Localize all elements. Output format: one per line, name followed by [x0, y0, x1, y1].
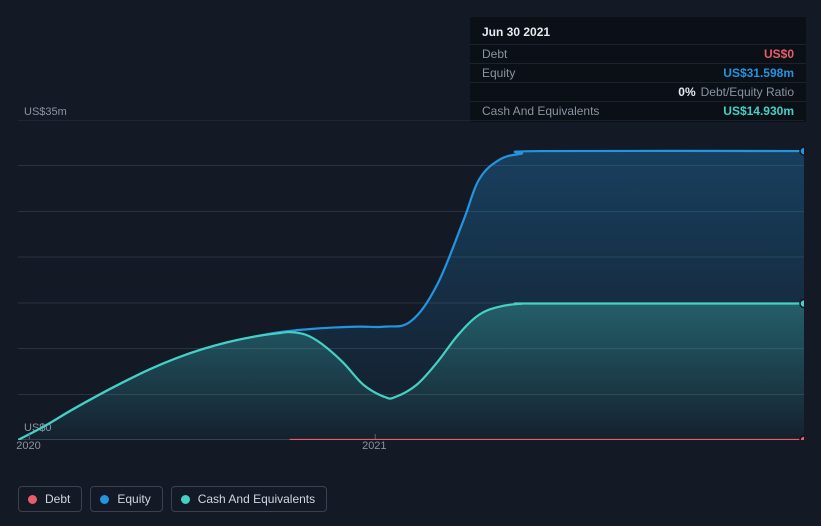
- tooltip-row-ratio: 0% Debt/Equity Ratio: [470, 82, 806, 101]
- cash-swatch-icon: [181, 495, 190, 504]
- legend-label: Debt: [45, 492, 70, 506]
- equity-swatch-icon: [100, 495, 109, 504]
- tooltip-key: Cash And Equivalents: [482, 104, 599, 118]
- legend-item-equity[interactable]: Equity: [90, 486, 162, 512]
- tooltip-ratio-label: Debt/Equity Ratio: [701, 85, 794, 99]
- tooltip-row-cash: Cash And Equivalents US$14.930m: [470, 101, 806, 120]
- legend-label: Equity: [117, 492, 150, 506]
- tooltip-val: US$0: [764, 47, 794, 61]
- x-axis-tick: 2020: [16, 440, 40, 452]
- legend-label: Cash And Equivalents: [198, 492, 315, 506]
- y-axis-top-label: US$35m: [24, 106, 67, 118]
- debt-swatch-icon: [28, 495, 37, 504]
- chart-area: US$35m US$0 20202021: [18, 120, 804, 460]
- tooltip-row-debt: Debt US$0: [470, 44, 806, 63]
- tooltip-date: Jun 30 2021: [470, 23, 806, 44]
- tooltip-key: Equity: [482, 66, 515, 80]
- legend: Debt Equity Cash And Equivalents: [18, 486, 327, 512]
- x-axis-tick: 2021: [362, 440, 386, 452]
- chart-svg[interactable]: [18, 120, 804, 440]
- tooltip-panel: Jun 30 2021 Debt US$0 Equity US$31.598m …: [470, 17, 806, 122]
- tooltip-row-equity: Equity US$31.598m: [470, 63, 806, 82]
- legend-item-debt[interactable]: Debt: [18, 486, 82, 512]
- tooltip-val: US$31.598m: [723, 66, 794, 80]
- legend-item-cash[interactable]: Cash And Equivalents: [171, 486, 327, 512]
- tooltip-key: Debt: [482, 47, 507, 61]
- tooltip-ratio-pct: 0%: [678, 85, 695, 99]
- x-axis: 2020 2021: [18, 440, 804, 460]
- tooltip-val: US$14.930m: [723, 104, 794, 118]
